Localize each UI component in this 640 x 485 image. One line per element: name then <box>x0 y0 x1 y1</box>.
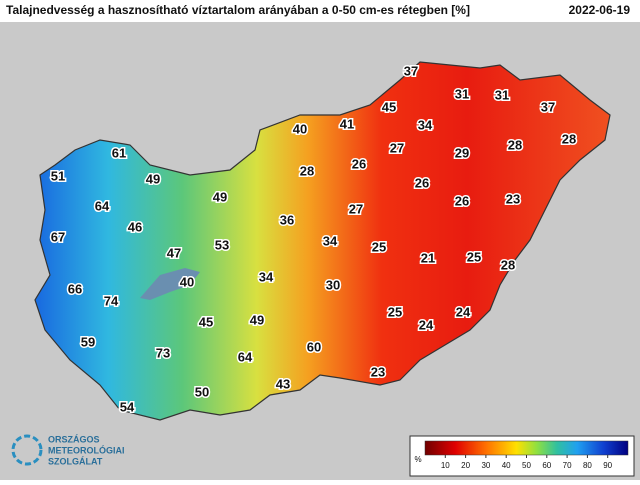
station-value: 64 <box>238 349 253 364</box>
station-value: 25 <box>388 304 402 319</box>
station-value: 23 <box>371 364 385 379</box>
station-value: 26 <box>415 175 429 190</box>
legend: % 10 20 30 40 50 60 70 80 90 <box>409 435 635 477</box>
station-value: 31 <box>495 87 509 102</box>
station-value: 47 <box>167 245 181 260</box>
stations: 37 31 31 37 45 41 34 40 27 29 28 28 61 26 26 51 49 28 49 26… <box>49 62 577 416</box>
station-value: 28 <box>508 137 522 152</box>
colorbar <box>424 440 629 456</box>
station-value: 34 <box>418 117 433 132</box>
station-value: 36 <box>280 212 294 227</box>
station-value: 54 <box>120 399 135 414</box>
station-value: 46 <box>128 219 142 234</box>
hungary <box>34 61 611 421</box>
station-value: 53 <box>215 237 229 252</box>
legend-tick-label: 20 <box>461 461 470 470</box>
legend-unit: % <box>414 455 421 464</box>
title: Talajnedvesség a hasznosítható víztartal… <box>6 3 470 17</box>
station-value: 26 <box>352 156 366 171</box>
lake-balaton <box>140 268 200 300</box>
station-value: 30 <box>326 277 340 292</box>
station-value: 74 <box>104 293 119 308</box>
station-value: 40 <box>293 121 307 136</box>
station-value: 34 <box>323 233 338 248</box>
station-value: 27 <box>390 140 404 155</box>
legend-tick-label: 90 <box>603 461 612 470</box>
station-value: 37 <box>404 63 418 78</box>
station-value: 49 <box>213 189 227 204</box>
station-value: 51 <box>51 168 65 183</box>
station-value: 21 <box>421 250 435 265</box>
station-value: 31 <box>455 86 469 101</box>
station-value: 24 <box>456 304 471 319</box>
station-value: 67 <box>51 229 65 244</box>
logo: ORSZÁGOS METEOROLÓGIAI SZOLGÁLAT <box>11 434 125 466</box>
station-value: 41 <box>340 116 354 131</box>
logo-text: ORSZÁGOS <box>48 434 100 444</box>
station-value: 24 <box>419 317 434 332</box>
station-value: 26 <box>455 193 469 208</box>
legend-tick-label: 10 <box>441 461 450 470</box>
station-value: 23 <box>506 191 520 206</box>
station-value: 34 <box>259 269 274 284</box>
legend-tick-label: 40 <box>502 461 511 470</box>
station-value: 49 <box>146 171 160 186</box>
station-value: 27 <box>349 201 363 216</box>
station-value: 45 <box>199 314 213 329</box>
header <box>0 0 640 22</box>
station-value: 28 <box>501 257 515 272</box>
station-value: 37 <box>541 99 555 114</box>
station-value: 25 <box>467 249 481 264</box>
station-value: 29 <box>455 145 469 160</box>
logo-text: SZOLGÁLAT <box>48 456 103 466</box>
legend-tick-label: 80 <box>583 461 592 470</box>
logo-text: METEOROLÓGIAI <box>48 444 125 455</box>
station-value: 60 <box>307 339 321 354</box>
station-value: 40 <box>180 274 194 289</box>
station-value: 50 <box>195 384 209 399</box>
station-value: 45 <box>382 99 396 114</box>
date: 2022-06-19 <box>569 3 631 17</box>
station-value: 64 <box>95 198 110 213</box>
station-value: 61 <box>112 145 126 160</box>
station-value: 43 <box>276 376 290 391</box>
station-value: 49 <box>250 312 264 327</box>
station-value: 28 <box>300 163 314 178</box>
legend-tick-label: 50 <box>522 461 531 470</box>
logo-icon <box>11 434 43 466</box>
legend-tick-label: 70 <box>563 461 572 470</box>
legend-tick-label: 60 <box>542 461 551 470</box>
legend-tick-label: 30 <box>481 461 490 470</box>
station-value: 28 <box>562 131 576 146</box>
station-value: 25 <box>372 239 386 254</box>
station-value: 66 <box>68 281 82 296</box>
station-value: 59 <box>81 334 95 349</box>
station-value: 73 <box>156 345 170 360</box>
